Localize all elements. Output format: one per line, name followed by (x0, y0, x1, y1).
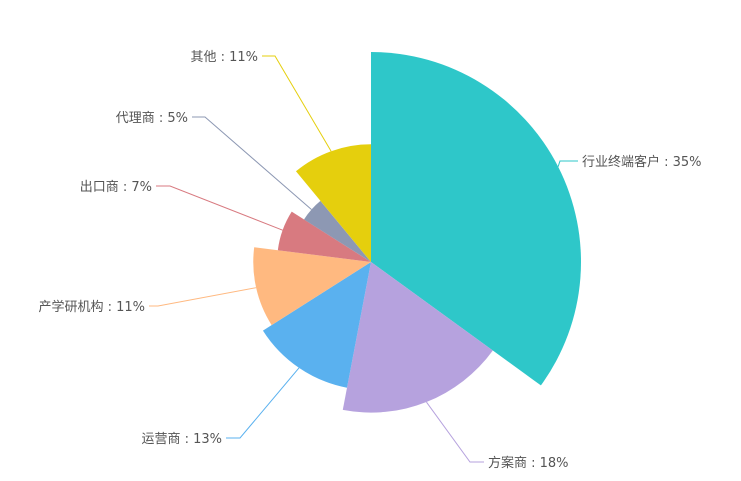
leader-lines-layer (149, 55, 578, 463)
slice-label: 代理商 : 5% (116, 111, 188, 126)
slice-label: 出口商 : 7% (80, 180, 152, 195)
slice-label: 产学研机构 : 11% (38, 299, 145, 315)
leader-line (426, 401, 484, 463)
labels-layer: 行业终端客户 : 35% 方案商 : 18% 运营商 : 13% 产学研机构 : 11… (38, 50, 701, 471)
leader-line (557, 160, 578, 167)
pie-slice[interactable] (253, 247, 371, 326)
pie-slice[interactable] (277, 211, 371, 262)
pie-slice[interactable] (262, 262, 371, 388)
slices-layer (253, 52, 581, 413)
leader-line (262, 55, 332, 152)
slice-label: 方案商 : 18% (488, 455, 569, 471)
slice-label: 运营商 : 13% (141, 432, 222, 447)
slice-label: 其他 : 11% (190, 50, 258, 65)
leader-line (192, 116, 312, 210)
pie-slice[interactable] (342, 262, 493, 413)
leader-line (156, 185, 283, 231)
pie-slice[interactable] (295, 144, 371, 262)
pie-slice[interactable] (371, 52, 581, 386)
pie-slice[interactable] (303, 200, 371, 262)
slice-label: 行业终端客户 : 35% (582, 154, 702, 170)
leader-line (149, 287, 257, 307)
leader-line (226, 367, 300, 439)
